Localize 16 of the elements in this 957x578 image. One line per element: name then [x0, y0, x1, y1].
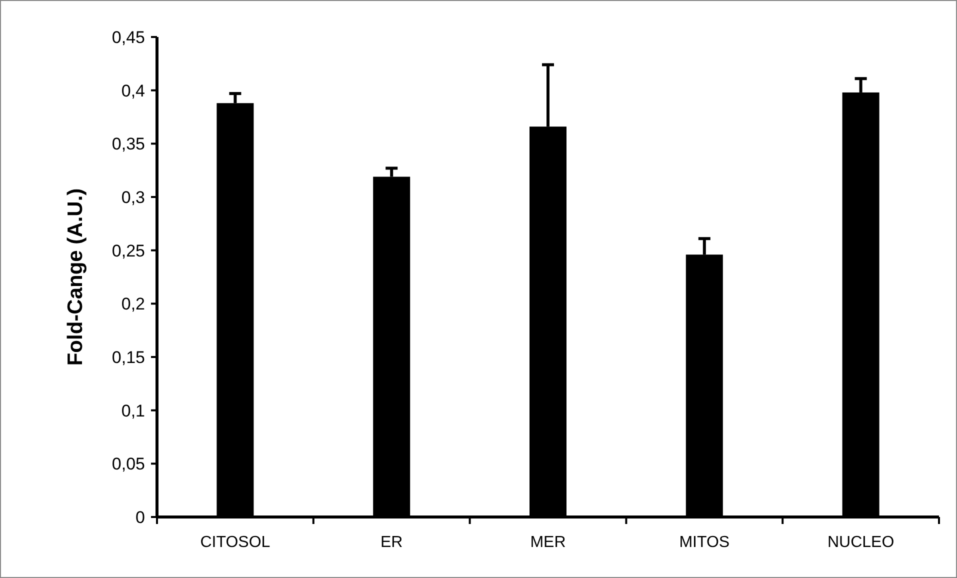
y-tick-label: 0,15	[112, 348, 145, 367]
y-tick-label: 0,05	[112, 454, 145, 474]
y-tick-label: 0,25	[112, 241, 145, 260]
y-tick-label: 0,4	[121, 81, 145, 100]
y-tick-label: 0,45	[112, 28, 145, 47]
x-tick-label: MER	[530, 534, 566, 551]
y-tick-label: 0,35	[112, 134, 145, 154]
y-axis-title: Fold-Cange (A.U.)	[64, 188, 87, 366]
y-tick-label: 0,2	[121, 294, 145, 314]
x-tick-label: NUCLEO	[827, 534, 894, 551]
x-tick-label: MITOS	[679, 534, 730, 551]
y-tick-label: 0,3	[121, 188, 145, 207]
y-tick-label: 0	[136, 508, 145, 527]
x-tick-label: CITOSOL	[200, 534, 270, 551]
y-tick-label: 0,1	[121, 401, 145, 420]
x-tick-label: ER	[380, 534, 403, 551]
